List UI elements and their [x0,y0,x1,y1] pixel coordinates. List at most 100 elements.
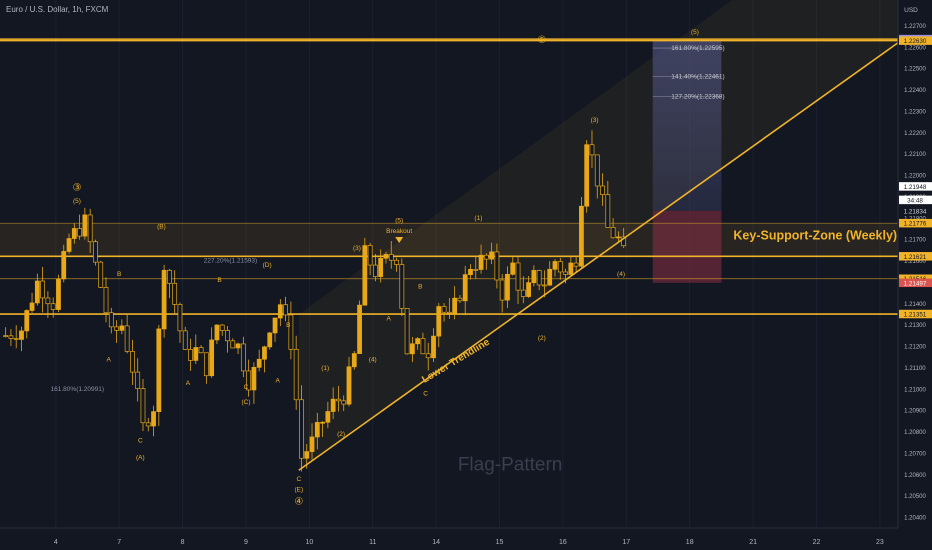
candle [531,265,537,287]
candle-body [531,270,537,284]
candle-body [584,144,590,207]
time-tick-label: 15 [496,539,504,546]
time-tick-label: 10 [305,539,313,546]
price-tick-label: 1.20900 [904,409,926,415]
candle-body [515,262,521,291]
candle-body [383,254,389,259]
candle [415,337,421,350]
candle [98,260,104,289]
candle-body [3,335,9,337]
wave-label: (A) [136,455,145,462]
candle [452,286,458,320]
position-stop-zone [652,210,722,283]
wave-label: (3) [353,245,361,252]
candle [336,385,341,412]
price-tick-label: 1.20400 [904,516,926,522]
breakout-label: Breakout [386,228,412,235]
wave-label: (4) [617,271,625,278]
candle-body [510,262,516,275]
candle-body [262,346,267,360]
price-tag-label: 1.21948 [904,184,927,191]
breakout-marker [395,237,404,244]
wave-label: C [296,476,301,483]
candle-body [256,358,262,368]
price-tick-label: 1.21200 [904,345,926,351]
candle-body [130,351,135,373]
candle-body [415,338,421,345]
candle-body [557,261,563,273]
candle-body [399,264,405,309]
candle [93,239,98,266]
level-tag [899,36,932,45]
candle [145,417,151,432]
candle [600,173,605,206]
candle [66,233,72,254]
candle [230,338,236,349]
candle [309,423,315,460]
time-tick-label: 8 [181,539,185,546]
time-tick-label: 7 [117,539,121,546]
time-tick-label: 4 [54,539,58,546]
price-tick-label: 1.22100 [904,152,926,158]
candle-body [388,254,394,261]
wave-label: (4) [369,356,377,363]
wave-label: (2) [538,335,546,342]
wave-label: (3) [591,117,599,124]
candle-body [351,353,357,368]
candle [140,379,146,432]
candle [13,325,19,349]
level-tag [899,309,932,319]
candle-body [182,330,188,350]
price-tick-label: 1.22200 [904,131,926,137]
wave-label: B [217,277,221,284]
candle [135,358,141,402]
price-tag-label: 1.21497 [904,280,927,287]
candle [114,320,119,343]
candle [167,268,172,299]
candle-body [246,370,252,391]
candle-body [320,421,325,424]
candle-body [71,228,77,239]
candle [198,344,204,354]
candle [547,261,553,286]
candle [156,324,162,426]
wave-label: C [423,390,428,397]
candle-body [8,335,14,339]
candle-body [124,325,130,352]
price-tick-label: 1.22300 [904,109,926,115]
price-tag-label: 1.21834 [904,208,927,215]
price-tag [899,206,932,216]
candle-body [140,388,146,424]
candle-body [251,367,257,391]
wave-label: (C) [241,399,250,406]
candle [77,214,82,240]
candle-body [299,399,304,459]
wave-label: A [276,378,281,385]
currency-label: USD [904,7,918,14]
candle-body [87,214,93,243]
position-target-zone [652,40,722,211]
candle-body [478,254,484,270]
candle [346,356,352,407]
symbol-title: Euro / U.S. Dollar, 1h, FXCM [6,5,109,14]
candle [188,338,193,371]
candle-body [536,270,542,286]
candle-body [119,325,125,331]
candle [251,362,257,404]
candle [325,401,331,429]
candle-body [404,307,410,355]
wave-label: C [138,437,143,444]
candle-body [526,282,531,297]
flag-channel-shade [298,0,901,471]
candle [29,292,35,313]
candle [262,345,267,373]
candle-body [193,347,199,361]
candle [552,259,558,277]
price-tick-label: 1.22500 [904,67,926,73]
fib-level-label: 127.20%(1.22368) [671,94,725,101]
candle [420,332,426,355]
wave-label: (5) [691,29,699,36]
candle [362,237,368,306]
candle [404,307,410,355]
